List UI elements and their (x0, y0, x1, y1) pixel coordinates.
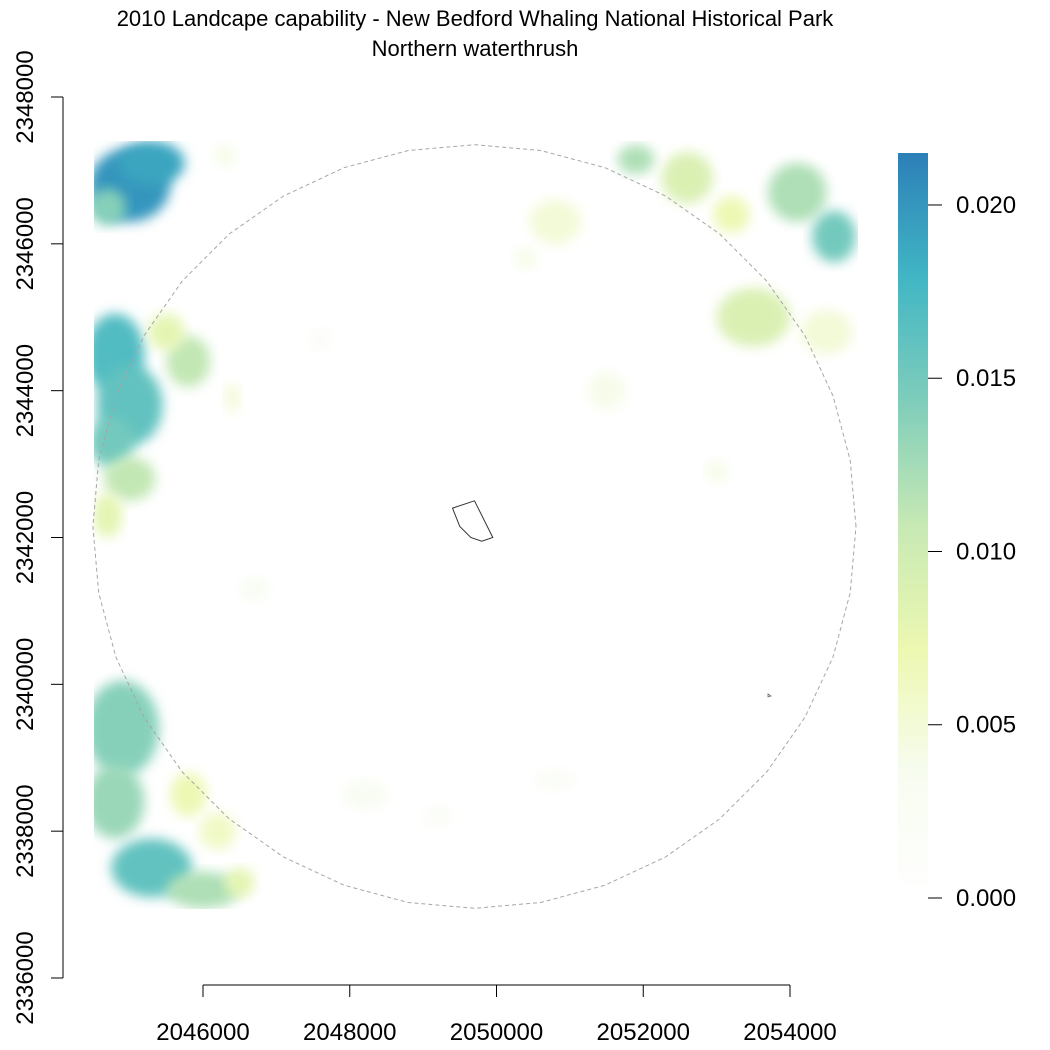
x-tick-label: 2046000 (156, 1019, 249, 1046)
habitat-patch (94, 416, 134, 468)
x-tick-label: 2050000 (450, 1019, 543, 1046)
habitat-patch (588, 372, 625, 410)
y-axis: 2336000 2338000 2340000 2342000 2344000 23460… (12, 50, 64, 1025)
habitat-patch (94, 680, 159, 777)
habitat-patch (214, 144, 237, 167)
habitat-patch (705, 460, 728, 483)
habitat-patch (767, 163, 827, 222)
habitat-patch (716, 287, 790, 347)
habitat-patch (94, 493, 123, 538)
habitat-patch (712, 196, 750, 233)
y-tick-label: 2348000 (12, 50, 39, 143)
habitat-patch (118, 141, 185, 186)
habitat-patch (309, 328, 332, 351)
colorbar-tick-label: 0.005 (956, 712, 1016, 739)
habitat-patch (147, 313, 185, 351)
habitat-patch (661, 152, 713, 204)
park-boundary (451, 500, 494, 542)
y-tick-label: 2340000 (12, 638, 39, 731)
habitat-patch (617, 144, 655, 175)
habitat-patch (812, 210, 857, 263)
habitat-patch (801, 309, 853, 354)
capability-raster (94, 141, 857, 909)
habitat-patch (94, 765, 145, 839)
y-tick-label: 2338000 (12, 784, 39, 877)
y-tick-label: 2342000 (12, 491, 39, 584)
colorbar-tick-label: 0.020 (956, 192, 1016, 219)
y-tick-label: 2344000 (12, 344, 39, 437)
x-tick-label: 2048000 (303, 1019, 396, 1046)
chart-title: 2010 Landcape capability - New Bedford W… (117, 6, 835, 31)
habitat-patch (342, 779, 387, 810)
habitat-patch (529, 199, 581, 244)
habitat-patch (225, 867, 255, 898)
small-boundary-mark (767, 693, 772, 698)
habitat-patch (423, 805, 453, 828)
buffer-circle (92, 144, 857, 909)
habitat-patch (225, 383, 240, 413)
chart-subtitle: Northern waterthrush (372, 36, 579, 61)
y-tick-label: 2336000 (12, 931, 39, 1024)
colorbar (898, 153, 928, 898)
x-tick-label: 2052000 (597, 1019, 690, 1046)
habitat-patch (94, 188, 126, 226)
habitat-patch (166, 335, 211, 387)
habitat-patch (514, 247, 537, 270)
habitat-patch (103, 456, 156, 501)
habitat-patch (166, 871, 240, 909)
colorbar-tick-label: 0.000 (956, 885, 1016, 912)
habitat-patch (533, 768, 578, 791)
x-axis: 2046000 2048000 2050000 2052000 2054000 (156, 984, 837, 1046)
habitat-patch (239, 577, 270, 600)
colorbar-ticks: 0.000 0.005 0.010 0.015 0.020 (928, 192, 1016, 912)
habitat-patch (169, 772, 207, 817)
y-tick-label: 2346000 (12, 197, 39, 290)
x-tick-label: 2054000 (743, 1019, 836, 1046)
habitat-patch (199, 812, 237, 850)
colorbar-tick-label: 0.010 (956, 538, 1016, 565)
colorbar-tick-label: 0.015 (956, 365, 1016, 392)
